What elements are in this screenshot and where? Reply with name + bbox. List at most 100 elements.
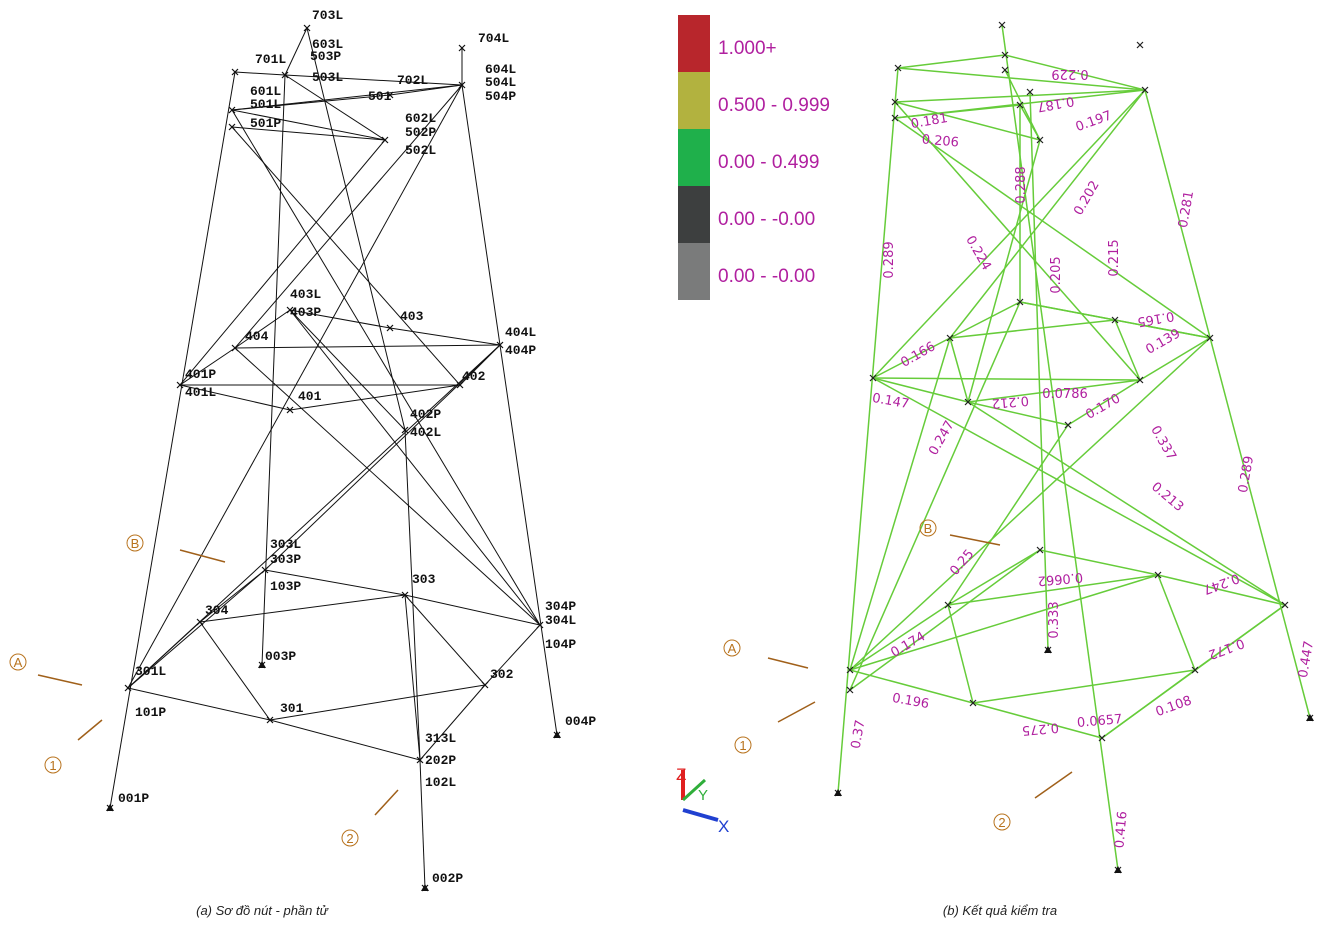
node-label: 502L <box>405 143 436 158</box>
member <box>778 702 815 722</box>
member <box>950 338 968 402</box>
member <box>1115 320 1140 380</box>
axis-marker-label: 1 <box>739 738 746 753</box>
axis-z: Z <box>676 765 686 784</box>
member <box>270 720 420 760</box>
legend-label: 0.00 - -0.00 <box>718 209 815 230</box>
utilization-value: 0.165 <box>1136 308 1175 329</box>
caption: (b) Kết quả kiểm tra <box>943 903 1057 918</box>
member <box>683 810 718 820</box>
axis-marker-label: 1 <box>49 758 56 773</box>
legend-label: 1.000+ <box>718 38 777 59</box>
node-label: 002P <box>432 871 463 886</box>
node-label: 602L <box>405 111 436 126</box>
member <box>950 320 1115 338</box>
member <box>850 338 1210 670</box>
node-label: 301L <box>135 664 166 679</box>
node-label: 304P <box>545 599 576 614</box>
member <box>898 55 1005 68</box>
member <box>873 90 1145 378</box>
node-label: 102L <box>425 775 456 790</box>
member <box>180 550 225 562</box>
member <box>950 535 1000 545</box>
node-label: 504P <box>485 89 516 104</box>
node-label: 503L <box>312 70 343 85</box>
node-label: 501L <box>250 97 281 112</box>
member <box>200 622 270 720</box>
node-label: 304 <box>205 603 229 618</box>
axis-marker-label: B <box>131 536 140 551</box>
node-label: 403P <box>290 305 321 320</box>
node-label: 104P <box>545 637 576 652</box>
node-label: 404P <box>505 343 536 358</box>
axis-y: Y <box>698 787 708 804</box>
node-label: 702L <box>397 73 428 88</box>
member <box>898 68 1145 90</box>
member <box>375 790 398 815</box>
node-label: 402P <box>410 407 441 422</box>
utilization-value: 0.447 <box>1296 640 1317 679</box>
node-label: 403 <box>400 309 424 324</box>
utilization-value: 0.206 <box>921 132 959 150</box>
utilization-value: 0.0786 <box>1042 387 1088 402</box>
utilization-value: 0.229 <box>1051 66 1088 81</box>
utilization-value: 0.197 <box>1074 108 1114 135</box>
node-label: 403L <box>290 287 321 302</box>
utilization-value: 0.37 <box>849 719 869 750</box>
member <box>838 68 898 793</box>
utilization-value: 0.181 <box>910 111 949 132</box>
member <box>38 675 82 685</box>
node-label: 001P <box>118 791 149 806</box>
utilization-value: 0.0662 <box>1037 569 1084 588</box>
node-label: 504L <box>485 75 516 90</box>
utilization-value: 0.108 <box>1154 693 1194 720</box>
member <box>948 605 973 703</box>
legend-label: 0.00 - -0.00 <box>718 266 815 287</box>
node-label: 704L <box>478 31 509 46</box>
node-label: 404L <box>505 325 536 340</box>
member <box>873 378 1140 380</box>
utilization-value: 0.337 <box>1147 423 1179 463</box>
node-label: 502P <box>405 125 436 140</box>
node-label: 313L <box>425 731 456 746</box>
node-label: 703L <box>312 8 343 23</box>
member <box>285 28 307 75</box>
member <box>950 302 1020 338</box>
member <box>850 338 950 670</box>
axis-marker-label: 2 <box>346 831 353 846</box>
legend-label: 0.500 - 0.999 <box>718 95 830 116</box>
utilization-value: 0.25 <box>947 547 977 579</box>
member <box>1158 575 1195 670</box>
utilization-value: 0.172 <box>1206 635 1246 662</box>
legend-swatch <box>678 72 710 129</box>
node-label: 101P <box>135 705 166 720</box>
node-label: 303L <box>270 537 301 552</box>
node-label: 402 <box>462 369 486 384</box>
figure: (a) Sơ đồ nút - phần tử (b) Kết quả kiểm… <box>0 0 1330 927</box>
node-label: 503P <box>310 49 341 64</box>
node-label: 401 <box>298 389 322 404</box>
utilization-value: 0.147 <box>871 391 910 412</box>
member <box>462 85 557 735</box>
utilization-value: 0.212 <box>991 392 1029 410</box>
axis-marker-label: 2 <box>998 815 1005 830</box>
member <box>262 75 285 665</box>
utilization-value: 0.196 <box>891 691 930 712</box>
node-label: 401L <box>185 385 216 400</box>
utilization-value: 0.174 <box>888 629 928 661</box>
utilization-value: 0.215 <box>1107 239 1122 276</box>
node-label: 402L <box>410 425 441 440</box>
node-label: 103P <box>270 579 301 594</box>
member <box>768 658 808 668</box>
utilization-value: 0.247 <box>926 418 958 458</box>
node-label: 301 <box>280 701 304 716</box>
utilization-value: 0.281 <box>1176 190 1197 229</box>
member <box>78 720 102 740</box>
member <box>1145 90 1310 718</box>
utilization-value: 0.202 <box>1071 178 1103 218</box>
node-label: 303P <box>270 552 301 567</box>
legend-label: 0.00 - 0.499 <box>718 152 819 173</box>
member <box>405 595 420 760</box>
utilization-value: 0.213 <box>1148 480 1186 515</box>
node-label: 202P <box>425 753 456 768</box>
